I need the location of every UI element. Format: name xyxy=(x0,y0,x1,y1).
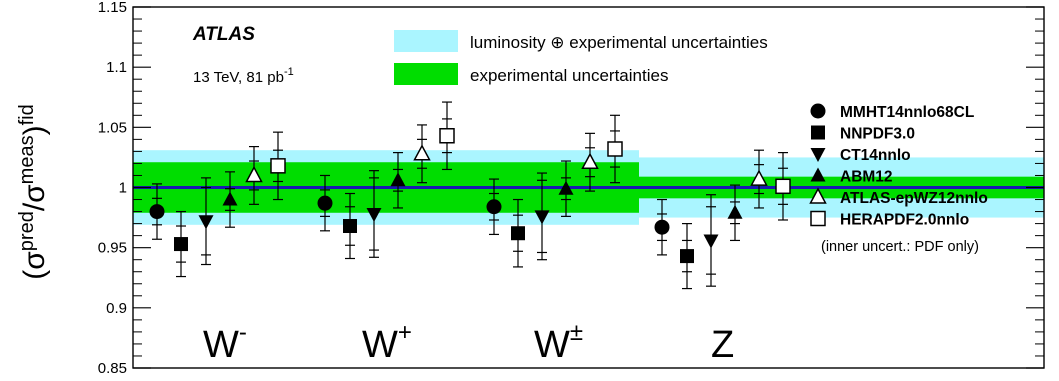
data-point xyxy=(727,184,743,242)
y-tick-label: 0.9 xyxy=(106,300,127,317)
marker-square xyxy=(511,226,525,241)
data-point xyxy=(366,170,382,258)
y-tick-label: 0.95 xyxy=(98,240,127,257)
legend-marker xyxy=(810,210,826,227)
legend-label: MMHT14nnlo68CL xyxy=(840,104,974,121)
marker-triangle-up-open xyxy=(413,144,431,161)
marker-triangle-up-open xyxy=(750,169,768,186)
lumi-band-swatch xyxy=(394,30,458,52)
exp-band-label: experimental uncertainties xyxy=(470,66,668,85)
experiment-label: ATLAS xyxy=(192,24,255,45)
data-point xyxy=(750,149,768,209)
legend-label: ABM12 xyxy=(840,169,893,186)
data-point xyxy=(581,132,599,192)
data-point xyxy=(654,198,670,256)
marker-square-open xyxy=(607,141,623,157)
marker-triangle-down xyxy=(198,215,214,230)
marker-square xyxy=(174,237,188,252)
marker-circle xyxy=(317,195,333,211)
data-point xyxy=(245,145,263,205)
marker-square-open xyxy=(439,128,455,144)
legend-marker xyxy=(809,187,827,204)
legend-marker xyxy=(810,103,826,119)
marker-triangle-up-open xyxy=(581,152,599,169)
data-point xyxy=(486,178,502,236)
data-point xyxy=(222,171,238,228)
marker-circle xyxy=(486,199,502,215)
marker-triangle-up xyxy=(390,172,406,187)
data-point xyxy=(703,194,719,287)
data-point xyxy=(680,223,694,290)
legend-label: CT14nnlo xyxy=(840,147,911,164)
legend-marker xyxy=(811,125,825,140)
marker-triangle-down xyxy=(703,234,719,249)
data-point xyxy=(198,177,214,266)
data-point xyxy=(343,192,357,260)
legend-label: HERAPDF2.0nnlo xyxy=(840,212,969,229)
y-axis: 0.85 0.9 0.95 1 1.05 1.1 1.15 xyxy=(98,0,1044,377)
legend-label: ATLAS-epWZ12nnlo xyxy=(840,190,988,207)
y-tick-label: 1.1 xyxy=(106,59,127,76)
y-tick-label: 1.05 xyxy=(98,119,127,136)
data-point xyxy=(607,114,623,184)
data-point xyxy=(558,160,574,217)
y-tick-label: 0.85 xyxy=(98,360,127,377)
marker-circle xyxy=(149,204,165,220)
pdf-note: (inner uncert.: PDF only) xyxy=(821,239,979,255)
marker-triangle-down xyxy=(366,207,382,222)
legend-marker xyxy=(810,167,826,182)
category-label: Z xyxy=(711,324,734,366)
data-point xyxy=(174,210,188,278)
category-label: W± xyxy=(534,319,583,366)
data-point xyxy=(413,124,431,184)
category-label: W+ xyxy=(362,319,412,366)
y-axis-label: (σpred/σmeas)fid xyxy=(16,104,51,279)
data-point xyxy=(511,198,525,268)
marker-square xyxy=(343,219,357,234)
marker-triangle-up xyxy=(558,180,574,195)
data-point xyxy=(534,172,550,261)
marker-triangle-up xyxy=(222,191,238,206)
legend-label: NNPDF3.0 xyxy=(840,126,915,143)
lumi-band-label: luminosity ⊕ experimental uncertainties xyxy=(470,33,768,52)
marker-square-open xyxy=(270,158,286,174)
marker-triangle-down xyxy=(534,210,550,225)
marker-triangle-up-open xyxy=(245,165,263,183)
data-point xyxy=(270,131,286,201)
category-labels: W- W+ W± Z xyxy=(203,319,734,366)
energy-luminosity-label: 13 TeV, 81 pb-1 xyxy=(193,66,294,86)
legend-marker xyxy=(810,148,826,162)
data-point xyxy=(390,152,406,209)
y-tick-label: 1.15 xyxy=(98,0,127,16)
marker-square xyxy=(680,249,694,264)
data-point xyxy=(317,174,333,232)
data-markers xyxy=(149,101,791,290)
pdf-legend: MMHT14nnlo68CL NNPDF3.0 CT14nnlo ABM12 ATLAS… xyxy=(809,103,988,229)
exp-band-swatch xyxy=(394,63,458,85)
marker-triangle-up xyxy=(727,204,743,219)
marker-circle xyxy=(654,219,670,235)
data-point xyxy=(439,101,455,171)
y-tick-label: 1 xyxy=(119,180,127,197)
category-label: W- xyxy=(203,319,247,366)
data-point xyxy=(149,183,165,240)
data-point xyxy=(775,152,791,221)
marker-square-open xyxy=(775,178,791,195)
